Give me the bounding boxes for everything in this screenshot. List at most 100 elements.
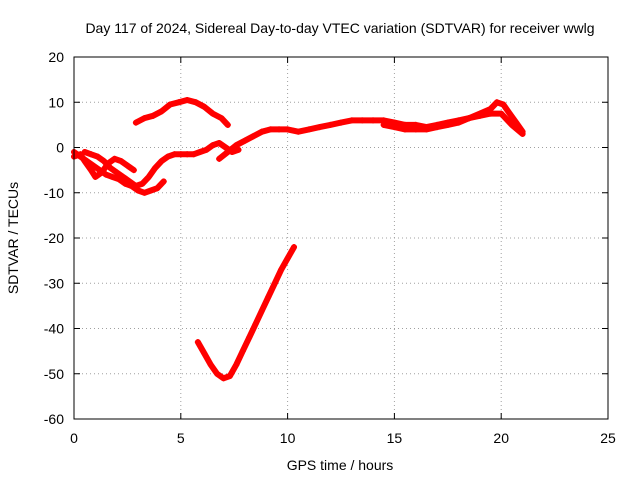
- data-point: [216, 155, 223, 162]
- data-point: [327, 121, 334, 128]
- data-point: [226, 373, 233, 380]
- data-point: [233, 361, 240, 368]
- series-line-track-g: [380, 99, 526, 135]
- y-tick-label: 0: [56, 140, 64, 156]
- y-tick-label: -10: [44, 185, 64, 201]
- data-point: [476, 110, 483, 117]
- data-point: [493, 99, 500, 106]
- data-point: [141, 115, 148, 122]
- data-point: [147, 187, 154, 194]
- data-point: [295, 128, 302, 135]
- data-point: [220, 375, 227, 382]
- data-point: [278, 266, 285, 273]
- y-axis-label: SDTVAR / TECUs: [5, 182, 21, 294]
- data-point: [184, 151, 191, 158]
- x-tick-label: 15: [387, 430, 403, 446]
- x-tick-label: 20: [493, 430, 509, 446]
- data-point: [158, 108, 165, 115]
- data-point: [132, 119, 139, 126]
- y-tick-label: -40: [44, 321, 64, 337]
- data-point: [284, 126, 291, 133]
- data-point: [113, 169, 120, 176]
- data-point: [434, 124, 441, 131]
- data-point: [291, 244, 298, 251]
- data-point: [423, 126, 430, 133]
- data-point: [107, 164, 114, 171]
- data-point: [88, 167, 95, 174]
- data-point: [175, 99, 182, 106]
- data-point: [135, 187, 142, 194]
- data-point: [92, 173, 99, 180]
- data-point: [150, 112, 157, 119]
- x-tick-label: 25: [600, 430, 616, 446]
- data-point: [233, 142, 240, 149]
- x-tick-label: 0: [70, 430, 78, 446]
- data-point: [164, 153, 171, 160]
- data-point: [348, 117, 355, 124]
- data-point: [207, 361, 214, 368]
- data-point: [265, 293, 272, 300]
- data-point: [241, 137, 248, 144]
- data-point: [258, 307, 265, 314]
- data-point: [370, 117, 377, 124]
- data-point: [209, 110, 216, 117]
- y-tick-label: -20: [44, 230, 64, 246]
- plot-frame: [73, 56, 609, 420]
- data-point: [209, 142, 216, 149]
- y-tick-label: 10: [48, 94, 64, 110]
- data-point: [158, 158, 165, 165]
- data-point: [513, 119, 520, 126]
- data-point: [402, 126, 409, 133]
- chart-title: Day 117 of 2024, Sidereal Day-to-day VTE…: [85, 20, 594, 36]
- data-point: [276, 126, 283, 133]
- data-point: [190, 151, 197, 158]
- data-point: [100, 158, 107, 165]
- data-point: [203, 146, 210, 153]
- data-point: [103, 171, 110, 178]
- plot-area: [71, 96, 526, 382]
- data-point: [412, 126, 419, 133]
- data-point: [130, 167, 137, 174]
- data-point: [487, 106, 494, 113]
- data-point: [498, 110, 505, 117]
- data-point: [184, 96, 191, 103]
- data-point: [316, 124, 323, 131]
- data-point: [117, 158, 124, 165]
- data-point: [94, 153, 101, 160]
- y-tick-label: 20: [48, 49, 64, 65]
- data-point: [250, 133, 257, 140]
- data-point: [81, 158, 88, 165]
- data-point: [222, 144, 229, 151]
- data-point: [154, 185, 161, 192]
- data-point: [508, 121, 515, 128]
- data-point: [455, 119, 462, 126]
- data-point: [197, 149, 204, 156]
- data-point: [81, 149, 88, 156]
- data-point: [506, 110, 513, 117]
- data-point: [224, 149, 231, 156]
- data-point: [77, 151, 84, 158]
- data-point: [201, 103, 208, 110]
- data-point: [267, 126, 274, 133]
- data-point: [88, 151, 95, 158]
- y-tick-label: -50: [44, 366, 64, 382]
- data-point: [141, 189, 148, 196]
- data-point: [239, 348, 246, 355]
- data-point: [152, 164, 159, 171]
- data-point: [111, 155, 118, 162]
- data-point: [305, 126, 312, 133]
- data-point: [271, 280, 278, 287]
- data-point: [338, 119, 344, 126]
- data-point: [171, 151, 178, 158]
- data-point: [246, 334, 253, 341]
- data-point: [359, 117, 366, 124]
- x-axis-label: GPS time / hours: [287, 457, 394, 473]
- data-point: [284, 255, 291, 262]
- data-point: [98, 169, 105, 176]
- data-point: [224, 121, 231, 128]
- data-point: [380, 121, 387, 128]
- data-point: [258, 128, 265, 135]
- data-point: [124, 162, 131, 169]
